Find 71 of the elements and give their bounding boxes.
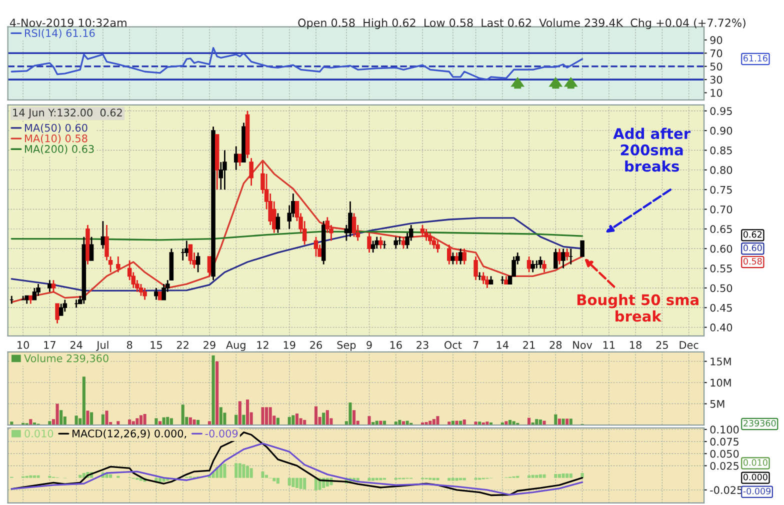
y-tick-label: 70	[710, 49, 722, 58]
x-tick-label: Sep	[337, 341, 356, 351]
y-tick-label: 0.45	[710, 304, 732, 312]
x-tick-label: 26	[310, 341, 322, 349]
x-tick-label: 18	[630, 341, 642, 349]
y-tick-label: 30	[710, 76, 722, 84]
x-tick-label: 8	[126, 341, 132, 349]
y-tick-label: 0.075	[710, 438, 738, 446]
annotation: Add after 200sma breaks	[613, 128, 691, 172]
y-tick-label: 0.90	[710, 126, 732, 135]
text: 0.60	[744, 244, 762, 252]
x-tick-label: 7	[473, 341, 478, 349]
x-tick-label: 28	[550, 341, 562, 349]
x-tick-label: 25	[656, 341, 668, 349]
legend-label: MACD(12,26,9) 0.000,	[72, 429, 186, 439]
y-tick-label: 0.100	[710, 426, 739, 434]
text: -0.009	[743, 488, 771, 494]
y-tick-label: 50	[710, 62, 722, 70]
x-tick-label: 14	[496, 341, 508, 349]
text: 0.62	[744, 231, 762, 238]
x-tick-label: 10	[18, 341, 29, 349]
text: 0.010	[744, 459, 768, 466]
y-tick-label: 0.55	[710, 264, 732, 272]
chart-title: 4-Nov-2019 10:32am	[10, 18, 126, 27]
y-tick-label: 0.050	[710, 450, 739, 458]
x-tick-label: 15	[150, 341, 162, 349]
y-tick-label: 0.80	[710, 166, 732, 174]
y-tick-label: 90	[710, 36, 722, 44]
x-tick-label: 29	[204, 341, 216, 349]
annotation: 14 Jun Y:132.00 0.62	[13, 108, 122, 118]
x-tick-label: 19	[284, 341, 296, 349]
legend-label: MA(200) 0.63	[25, 144, 94, 154]
x-tick-label: 12	[257, 341, 268, 349]
legend-label: MA(50) 0.60	[25, 124, 88, 133]
y-tick-label: 0.50	[710, 284, 732, 292]
y-tick-label: 0.65	[710, 225, 732, 234]
legend-label: -0.009	[205, 430, 238, 438]
y-tick-label: 0.75	[710, 186, 732, 194]
x-tick-label: 16	[390, 341, 402, 349]
x-tick-label: Dec	[680, 341, 698, 349]
x-tick-label: 24	[70, 341, 82, 349]
legend-label: RSI(14) 61.16	[25, 28, 95, 38]
y-tick-label: 0.70	[710, 205, 732, 214]
x-tick-label: 21	[523, 341, 535, 349]
text: 239360	[744, 420, 776, 427]
text: 0.000	[744, 474, 768, 480]
x-tick-label: 11	[603, 341, 615, 349]
y-tick-label: 5M	[710, 400, 724, 408]
y-tick-label: 15M	[710, 358, 731, 366]
x-tick-label: 22	[176, 341, 188, 349]
chart-subtitle: Open 0.58 High 0.62 Low 0.58 Last 0.62 Volume 239.4K Chg +0.04 (+7.72%)	[298, 18, 746, 30]
annotation: Bought 50 sma break	[577, 294, 698, 322]
x-tick-label: Aug	[226, 341, 246, 351]
x-tick-label: 9	[366, 341, 372, 349]
y-tick-label: 0.95	[710, 107, 732, 115]
x-tick-label: Oct	[444, 341, 462, 349]
y-tick-label: 0.85	[710, 146, 732, 154]
text: 0.58	[744, 258, 762, 265]
y-tick-label: 10M	[710, 378, 731, 387]
y-tick-label: 0.025	[710, 462, 738, 470]
y-tick-label: 10	[710, 88, 722, 97]
legend-label: Volume 239,360	[24, 354, 108, 364]
text: 61.16	[744, 54, 768, 62]
x-tick-label: 23	[416, 341, 428, 349]
y-tick-label: 0.60	[710, 244, 732, 253]
legend-label: MA(10) 0.58	[25, 134, 88, 144]
x-tick-label: 17	[44, 341, 56, 349]
y-tick-label: 0.40	[710, 324, 732, 332]
x-tick-label: Jul	[96, 340, 108, 351]
x-tick-label: Nov	[573, 341, 592, 349]
legend-label: 0.010	[24, 430, 54, 438]
